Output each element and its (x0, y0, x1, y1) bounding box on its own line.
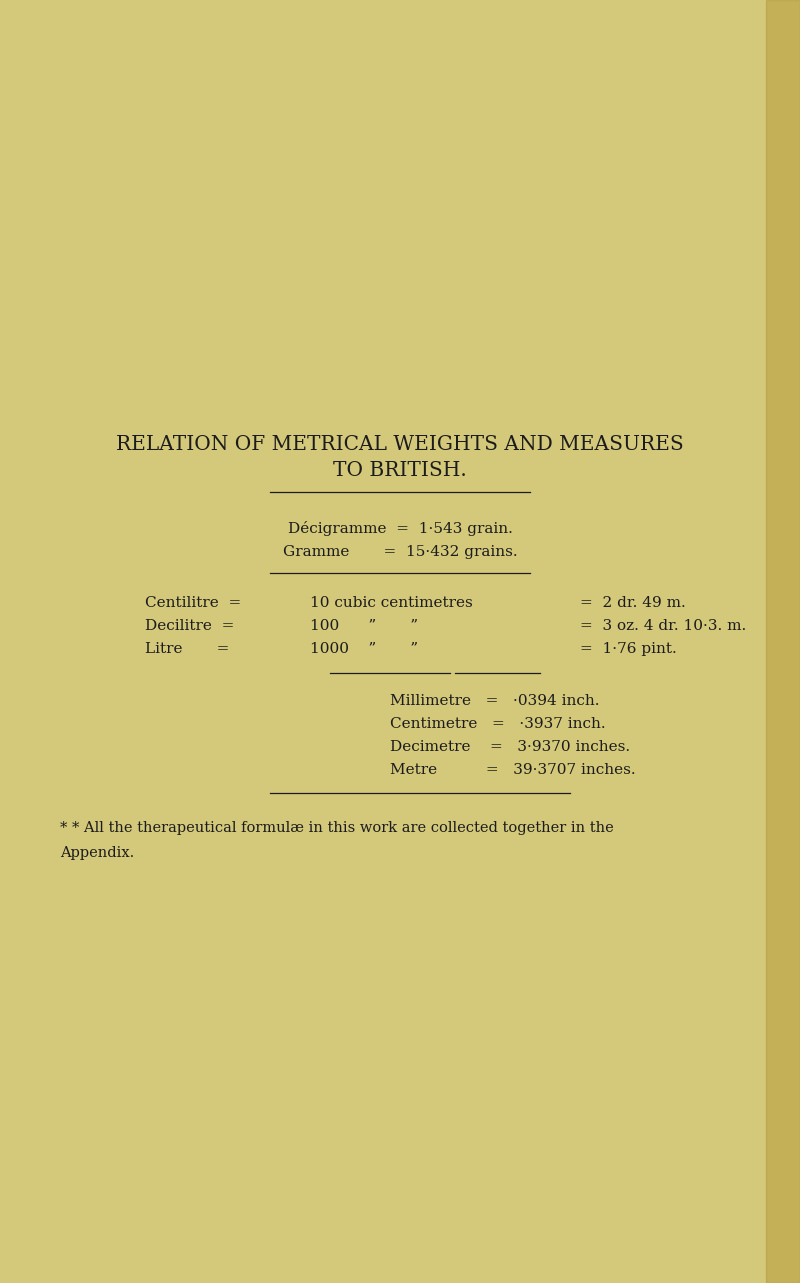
Text: Centimetre   =   ·3937 inch.: Centimetre = ·3937 inch. (390, 717, 606, 731)
Text: 1000    ”       ”: 1000 ” ” (310, 642, 418, 656)
Text: Metre          =   39·3707 inches.: Metre = 39·3707 inches. (390, 763, 636, 777)
Text: Appendix.: Appendix. (60, 845, 134, 860)
Text: Millimetre   =   ·0394 inch.: Millimetre = ·0394 inch. (390, 694, 599, 708)
Text: 100      ”       ”: 100 ” ” (310, 618, 418, 633)
Text: Gramme       =  15·432 grains.: Gramme = 15·432 grains. (282, 545, 518, 559)
Text: Decimetre    =   3·9370 inches.: Decimetre = 3·9370 inches. (390, 740, 630, 754)
Text: 10 cubic centimetres: 10 cubic centimetres (310, 597, 473, 609)
Text: Décigramme  =  1·543 grain.: Décigramme = 1·543 grain. (287, 521, 513, 535)
Text: Centilitre  =: Centilitre = (145, 597, 242, 609)
Text: =  1·76 pint.: = 1·76 pint. (580, 642, 677, 656)
Text: * * All the therapeutical formulæ in this work are collected together in the: * * All the therapeutical formulæ in thi… (60, 821, 614, 835)
Text: Litre       =: Litre = (145, 642, 230, 656)
Text: =  3 oz. 4 dr. 10·3. m.: = 3 oz. 4 dr. 10·3. m. (580, 618, 746, 633)
Text: TO BRITISH.: TO BRITISH. (333, 461, 467, 480)
Bar (766, 0, 800, 1283)
Text: =  2 dr. 49 m.: = 2 dr. 49 m. (580, 597, 686, 609)
Text: Decilitre  =: Decilitre = (145, 618, 234, 633)
Text: RELATION OF METRICAL WEIGHTS AND MEASURES: RELATION OF METRICAL WEIGHTS AND MEASURE… (116, 435, 684, 454)
